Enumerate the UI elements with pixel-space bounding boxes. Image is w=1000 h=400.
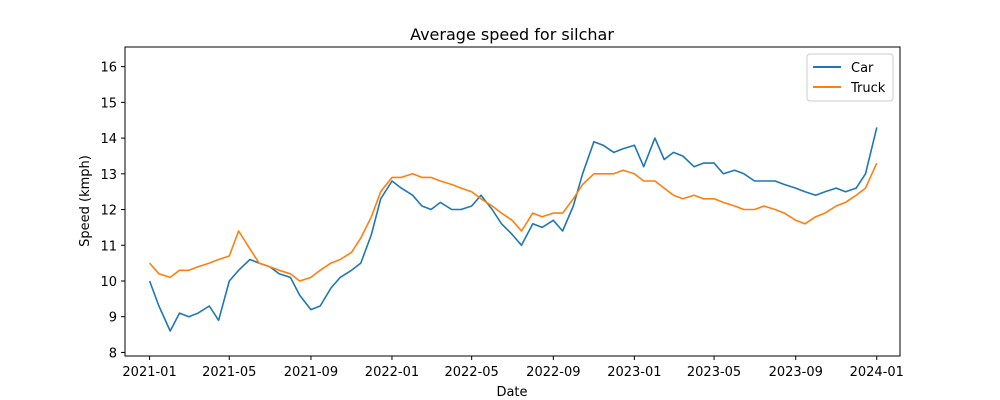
x-tick-label: 2023-01: [607, 365, 661, 380]
y-axis: 8 9 10 11 12 13 14 15 16: [100, 61, 125, 361]
x-tick-label: 2022-01: [365, 365, 419, 380]
x-tick-label: 2021-09: [284, 365, 338, 380]
y-tick-label: 12: [100, 204, 117, 219]
chart-title: Average speed for silchar: [410, 25, 614, 44]
x-tick-label: 2021-05: [202, 365, 256, 380]
y-tick-label: 9: [109, 311, 117, 326]
series-line-truck: [148, 162, 878, 282]
x-axis: 2021-01 2021-05 2021-09 2022-01 2022-05 2022-…: [122, 356, 904, 380]
x-tick-label: 2022-09: [526, 365, 580, 380]
y-tick-label: 15: [100, 96, 117, 111]
legend-box: [806, 53, 894, 102]
legend-label-car: Car: [851, 61, 874, 76]
x-axis-label: Date: [496, 385, 527, 400]
y-tick-label: 11: [100, 239, 117, 254]
x-tick-label: 2023-09: [769, 365, 823, 380]
x-tick-label: 2023-05: [687, 365, 741, 380]
y-tick-label: 13: [100, 168, 117, 183]
y-tick-label: 10: [100, 275, 117, 290]
legend: Car Truck: [806, 53, 894, 102]
plot-frame: [124, 46, 901, 357]
y-tick-label: 14: [100, 132, 117, 147]
legend-label-truck: Truck: [850, 81, 886, 96]
x-tick-label: 2021-01: [122, 365, 176, 380]
x-tick-label: 2024-01: [850, 365, 904, 380]
y-tick-label: 8: [109, 346, 117, 361]
x-tick-label: 2022-05: [444, 365, 498, 380]
y-axis-label: Speed (kmph): [78, 155, 93, 247]
y-tick-label: 16: [100, 61, 117, 76]
series-line-car: [148, 127, 878, 332]
plot-lines: [148, 127, 878, 332]
